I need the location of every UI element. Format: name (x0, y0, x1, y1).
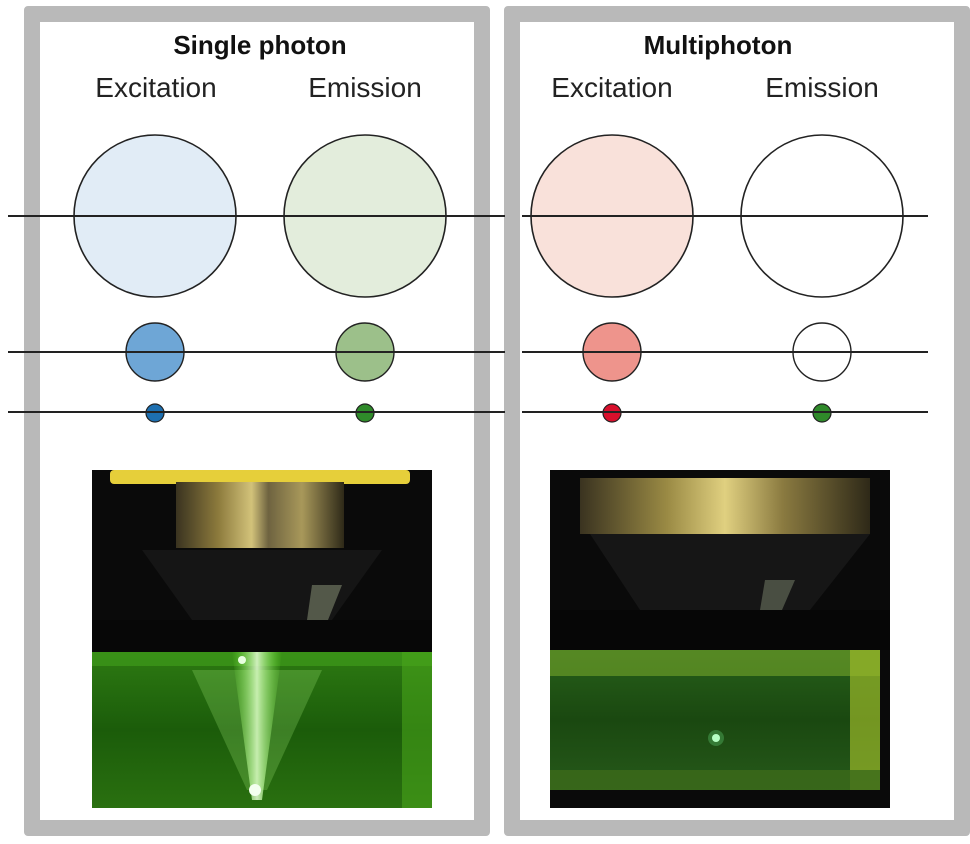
multiphoton-title: Multiphoton (643, 30, 793, 60)
multiphoton-photo (550, 470, 890, 808)
single-photon-title: Single photon (173, 30, 347, 60)
multi-emission-label: Emission (765, 72, 879, 103)
single-excitation-label: Excitation (95, 72, 217, 103)
level-lines (8, 215, 928, 413)
single-photon-photo (92, 470, 432, 808)
energy-level-diagram (8, 134, 928, 423)
single-emission-label: Emission (308, 72, 422, 103)
multi-excitation-label: Excitation (551, 72, 673, 103)
